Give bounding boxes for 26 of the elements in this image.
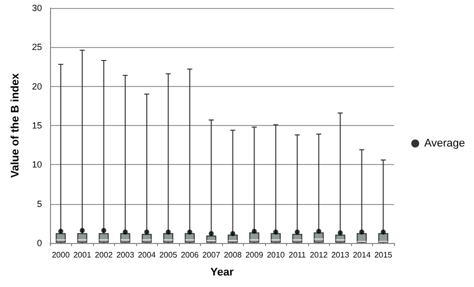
x-tick-label: 2006 [180, 250, 200, 260]
x-tick-label: 2003 [116, 250, 135, 260]
x-tick-label: 2008 [224, 250, 242, 260]
x-tick-label: 2007 [202, 250, 221, 260]
x-tick-label: 2010 [266, 250, 286, 260]
y-tick-label: 25 [32, 42, 42, 52]
x-tick-label: 2011 [288, 250, 306, 260]
x-tick-label: 2002 [94, 250, 114, 260]
y-tick-label: 5 [36, 198, 42, 209]
x-tick-label: 2012 [310, 250, 328, 260]
x-tick-label: 2000 [52, 250, 70, 260]
x-tick-label: 2015 [374, 250, 393, 260]
x-tick-label: 2004 [138, 250, 156, 260]
legend-label: Average [424, 138, 466, 150]
x-tick-label: 2009 [245, 250, 264, 260]
y-tick-label: 15 [32, 120, 42, 130]
y-tick-label: 30 [32, 3, 42, 13]
y-tick-label: 10 [32, 160, 42, 170]
x-tick-label: 2005 [159, 250, 178, 260]
x-tick-label: 2001 [73, 250, 92, 260]
x-tick-label: 2014 [352, 250, 372, 260]
x-tick-label: 2013 [331, 250, 350, 260]
y-tick-label: 0 [36, 238, 42, 248]
y-axis-title: Value of the B index [10, 72, 22, 178]
y-tick-label: 20 [32, 81, 42, 92]
x-axis-title: Year [210, 266, 234, 278]
